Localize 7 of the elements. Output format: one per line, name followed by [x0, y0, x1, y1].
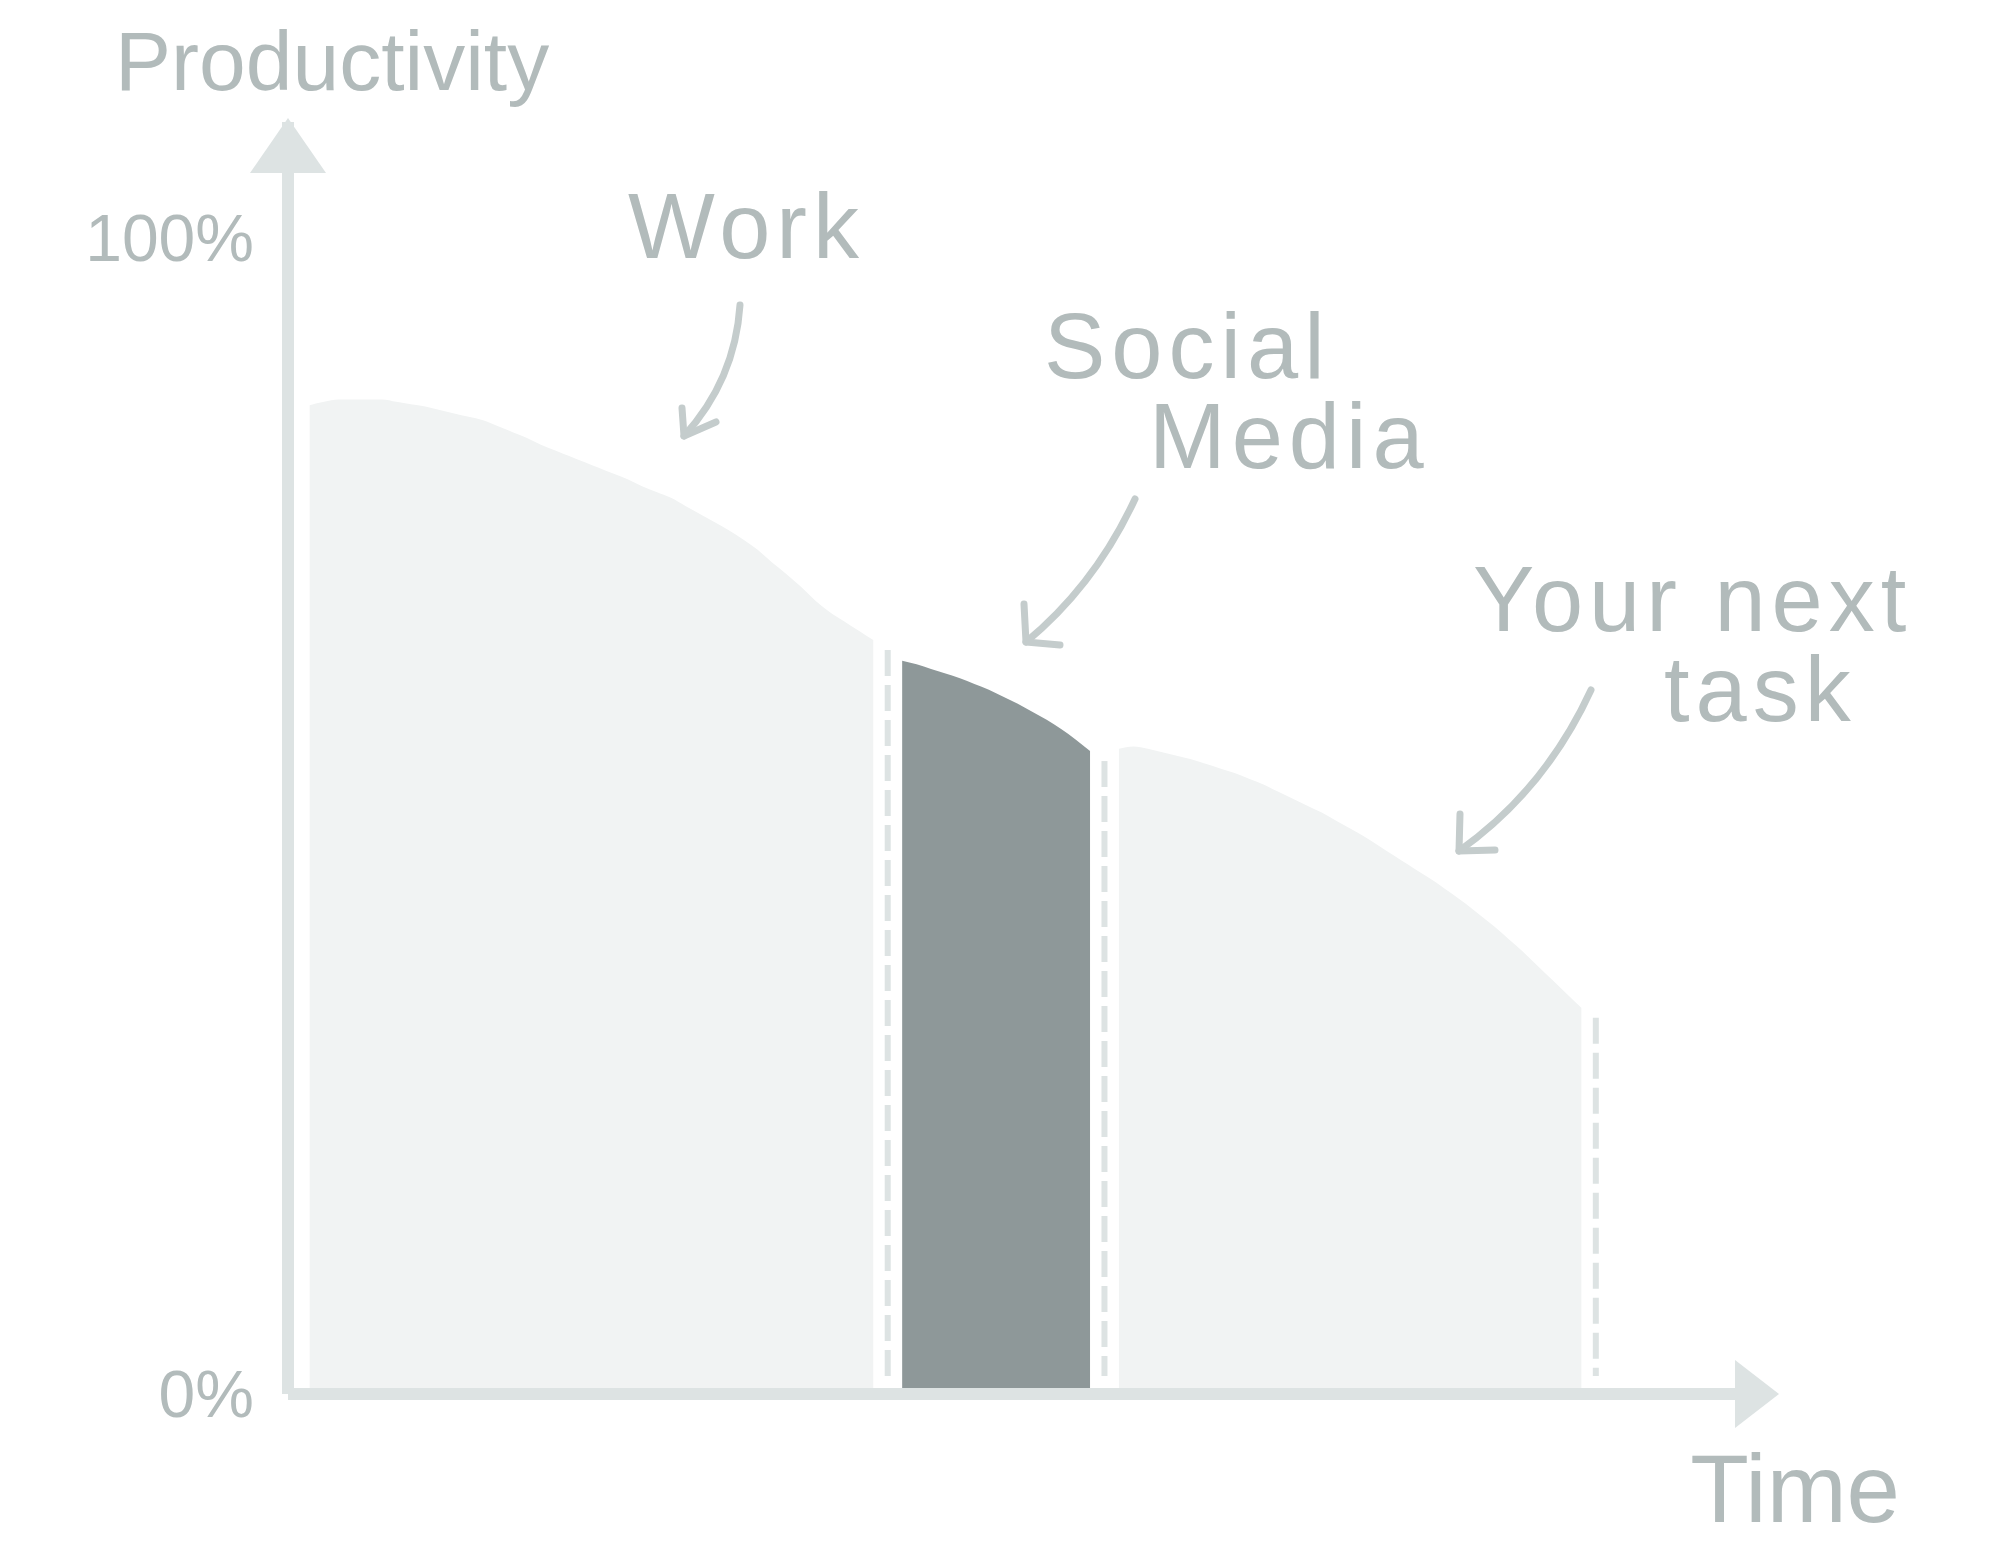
- y-axis-title: Productivity: [115, 14, 550, 108]
- text: Work: [628, 175, 865, 277]
- y-tick-label: 0%: [158, 1357, 254, 1431]
- series-label: Your next task: [1473, 548, 1913, 740]
- x-axis-title: Time: [1690, 1435, 1900, 1542]
- text: Social Media: [1044, 295, 1430, 487]
- y-tick-label: 100%: [85, 200, 254, 275]
